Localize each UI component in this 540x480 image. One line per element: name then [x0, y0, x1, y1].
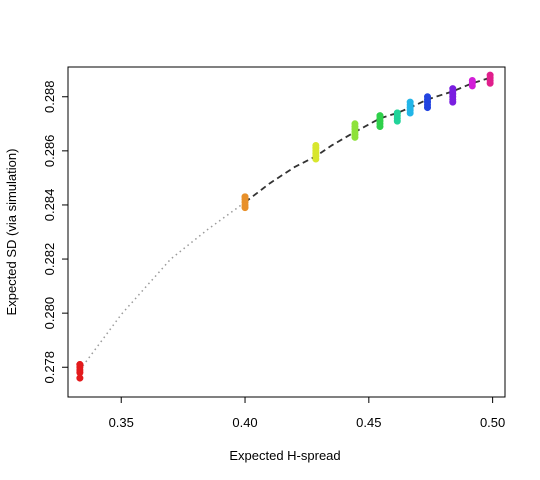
data-point	[449, 85, 457, 93]
x-tick-label: 0.45	[356, 415, 381, 430]
x-tick-label: 0.40	[232, 415, 257, 430]
y-axis-title: Expected SD (via simulation)	[4, 149, 19, 316]
y-tick-label: 0.284	[42, 189, 57, 222]
data-point	[241, 193, 249, 201]
data-point	[406, 98, 414, 106]
y-tick-label: 0.280	[42, 297, 57, 330]
data-point	[376, 112, 384, 120]
data-point	[423, 93, 431, 101]
data-point	[76, 361, 84, 369]
fit-curve-dotted	[79, 201, 246, 371]
data-point	[486, 71, 494, 79]
data-point	[312, 141, 320, 149]
x-tick-label: 0.35	[109, 415, 134, 430]
data-point	[351, 120, 359, 128]
x-tick-label: 0.50	[480, 415, 505, 430]
x-axis-title: Expected H-spread	[229, 448, 340, 463]
plot-area-frame	[67, 66, 506, 398]
data-point	[468, 77, 476, 85]
y-tick-label: 0.286	[42, 135, 57, 168]
y-tick-label: 0.278	[42, 351, 57, 384]
data-point	[393, 109, 401, 117]
y-tick-label: 0.288	[42, 80, 57, 113]
fit-curve-dashed	[244, 76, 491, 203]
y-tick-label: 0.282	[42, 243, 57, 276]
